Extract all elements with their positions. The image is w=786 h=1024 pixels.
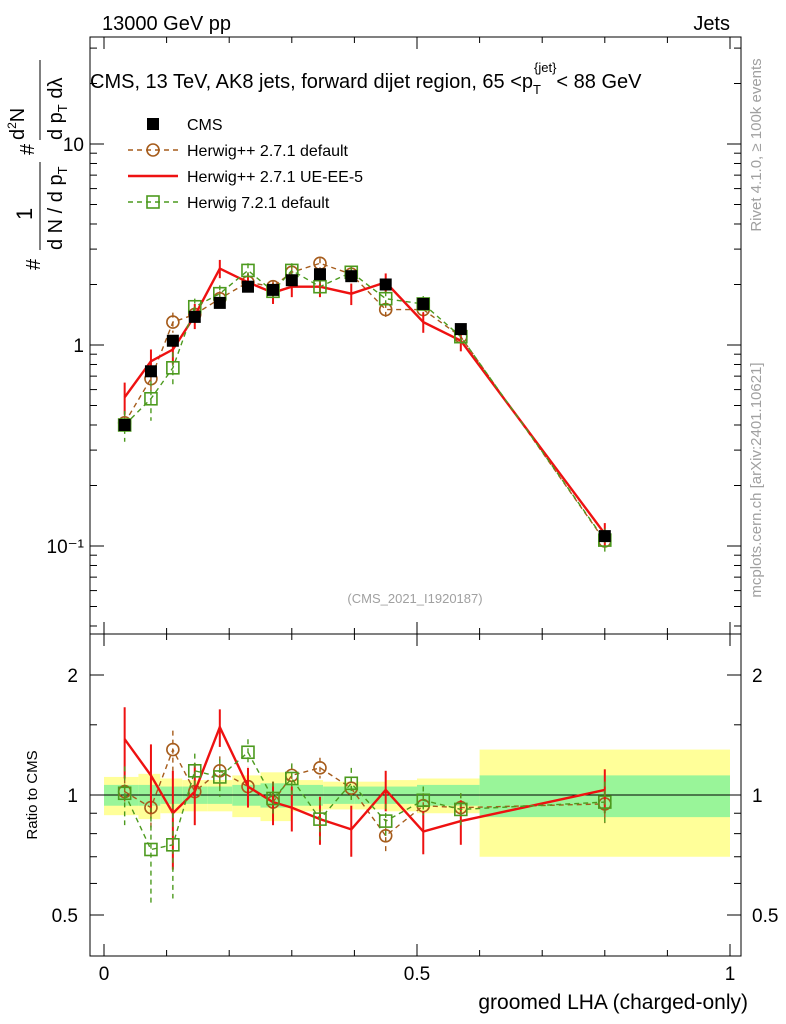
main-series — [117, 256, 612, 554]
svg-text:d N / d pT: d N / d pT — [45, 166, 70, 250]
legend-marker — [147, 118, 159, 130]
mcplots-label: mcplots.cern.ch [arXiv:2401.10621] — [748, 362, 765, 597]
cms-data-point — [144, 365, 157, 378]
legend-label: Herwig++ 2.7.1 UE-EE-5 — [187, 169, 363, 186]
legend: CMS Herwig++ 2.7.1 default Herwig++ 2.7.1 … — [128, 117, 363, 212]
legend-label: Herwig++ 2.7.1 default — [187, 143, 349, 160]
ratio-tick-label: 1 — [67, 786, 78, 807]
ratio-point — [378, 814, 393, 828]
rivet-version-label: Rivet 4.1.0, ≥ 100k events — [748, 58, 765, 231]
cms-data-point — [118, 418, 131, 431]
analysis-id: (CMS_2021_I1920187) — [347, 591, 482, 606]
data-point — [313, 279, 327, 294]
ratio-point — [187, 764, 202, 778]
svg-text:#: # — [17, 143, 39, 155]
x-axis-label: groomed LHA (charged-only) — [478, 991, 748, 1014]
cms-data-point — [379, 278, 392, 291]
cms-data-point — [166, 334, 179, 347]
ratio-point — [313, 812, 327, 826]
ratio-point — [454, 802, 468, 817]
plot-title: CMS, 13 TeV, AK8 jets, forward dijet reg… — [90, 60, 642, 97]
ratio-tick-label-right: 0.5 — [752, 906, 778, 927]
x-tick-label: 0 — [99, 964, 110, 985]
cms-data-point — [188, 310, 201, 323]
ratio-point — [416, 793, 431, 808]
ratio-line-1 — [124, 747, 605, 837]
ratio-line-2 — [123, 724, 606, 833]
data-point — [144, 391, 158, 406]
ratio-y-axis-label: Ratio to CMS — [24, 750, 41, 839]
y-tick-label: 10⁻¹ — [47, 537, 85, 558]
ratio-point — [284, 771, 299, 786]
data-point — [241, 263, 255, 278]
ratio-point — [144, 842, 158, 857]
y-tick-label: 10 — [63, 135, 84, 156]
ratio-point — [597, 795, 612, 809]
ratio-point — [313, 761, 327, 775]
ratio-point — [344, 776, 359, 791]
ratio-tick-label: 2 — [67, 666, 78, 687]
cms-data-point — [417, 297, 430, 310]
ratio-point — [378, 829, 393, 843]
cms-data-point — [213, 296, 226, 309]
cms-data-point — [313, 268, 326, 281]
svg-text:1: 1 — [12, 208, 37, 220]
data-point — [166, 361, 180, 375]
ratio-point — [166, 742, 180, 757]
svg-text:#: # — [23, 258, 45, 270]
ratio-point — [241, 745, 255, 760]
ratio-point — [266, 791, 280, 806]
legend-label: Herwig 7.2.1 default — [187, 195, 330, 212]
y-tick-label: 1 — [73, 336, 84, 357]
cms-data-point — [241, 280, 254, 293]
ratio-series — [117, 707, 612, 905]
cms-data-point — [285, 274, 298, 287]
legend-marker — [146, 195, 160, 209]
ratio-tick-label: 0.5 — [52, 906, 78, 927]
cms-data-point — [345, 270, 358, 283]
cms-data-point — [454, 323, 467, 336]
collision-label: 13000 GeV pp — [102, 13, 231, 35]
x-tick-label: 0.5 — [404, 964, 430, 985]
category-label: Jets — [693, 13, 730, 35]
ratio-point — [117, 786, 132, 801]
ratio-point — [166, 838, 180, 852]
ratio-point — [213, 770, 227, 784]
legend-marker — [146, 143, 160, 157]
data-point — [166, 315, 180, 329]
axis-ticks: 0 0.5 1 10⁻¹ 1 10 0.5 0.5 1 1 2 2 — [47, 37, 778, 985]
legend-label: CMS — [187, 117, 223, 134]
x-tick-label: 1 — [725, 964, 736, 985]
cms-data-point — [267, 283, 280, 296]
ratio-tick-label-right: 2 — [752, 666, 763, 687]
data-point — [378, 291, 393, 306]
cms-data-point — [598, 530, 611, 543]
ratio-tick-label-right: 1 — [752, 786, 763, 807]
